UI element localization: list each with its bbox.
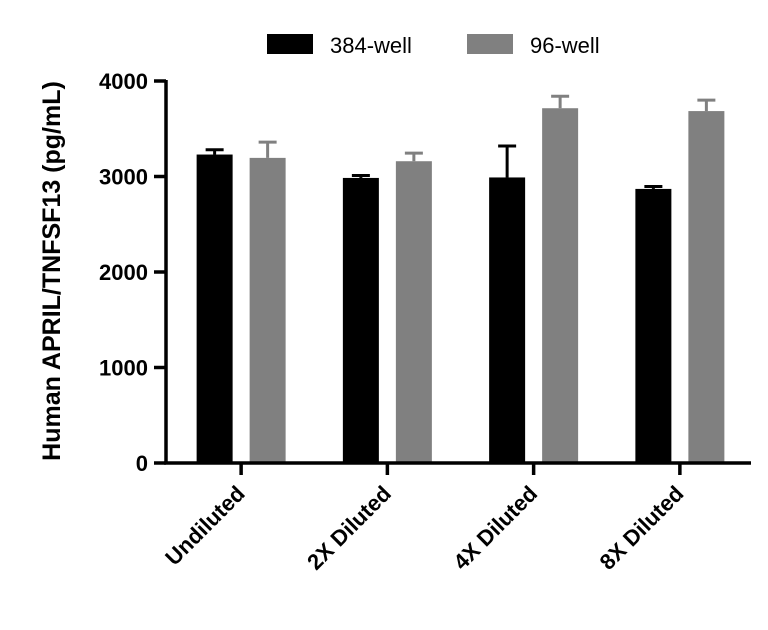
bar-96-well bbox=[542, 108, 579, 463]
bar-384-well bbox=[196, 154, 233, 463]
bar-96-well bbox=[395, 161, 432, 463]
y-tick-label: 1000 bbox=[99, 356, 148, 381]
bar-96-well bbox=[249, 157, 286, 463]
legend-swatch-96-well bbox=[467, 34, 513, 54]
bar-384-well bbox=[342, 177, 379, 463]
legend-label-96-well: 96-well bbox=[530, 33, 600, 58]
y-tick-label: 0 bbox=[136, 451, 148, 476]
legend-swatch-384-well bbox=[267, 34, 313, 54]
error-bars bbox=[205, 94, 716, 189]
y-tick-label: 2000 bbox=[99, 260, 148, 285]
bar-384-well bbox=[489, 177, 526, 463]
y-tick-label: 3000 bbox=[99, 165, 148, 190]
legend: 384-well 96-well bbox=[267, 33, 600, 58]
x-tick-label: 2X Diluted bbox=[302, 481, 396, 575]
x-axis-labels: Undiluted 2X Diluted 4X Diluted 8X Diluted bbox=[160, 481, 688, 575]
x-tick-label: 4X Diluted bbox=[448, 481, 542, 575]
bars bbox=[196, 108, 725, 464]
x-tick-label: 8X Diluted bbox=[595, 481, 689, 575]
y-axis-ticks: 0 1000 2000 3000 4000 bbox=[99, 69, 166, 476]
legend-label-384-well: 384-well bbox=[330, 33, 412, 58]
bar-96-well bbox=[688, 111, 725, 464]
y-axis-title: Human APRIL/TNFSF13 (pg/mL) bbox=[38, 81, 66, 461]
y-tick-label: 4000 bbox=[99, 69, 148, 94]
x-tick-label: Undiluted bbox=[160, 481, 249, 570]
bar-384-well bbox=[635, 188, 672, 464]
x-axis-ticks bbox=[239, 463, 682, 475]
